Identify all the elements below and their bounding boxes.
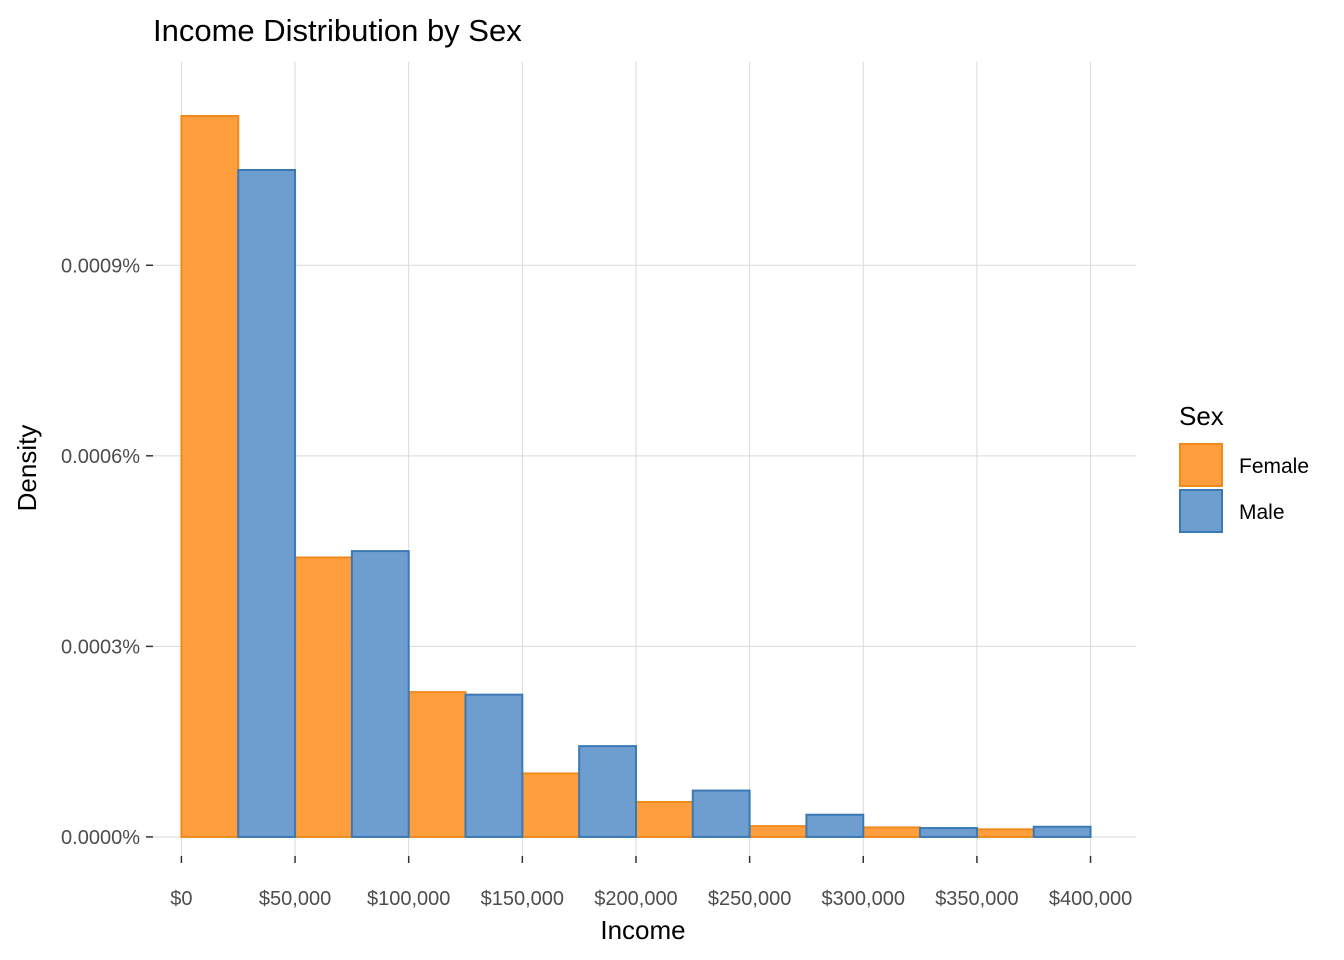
x-tick-label: $0 [170,888,192,910]
bar-male [350,550,410,838]
y-tick-label: 0.0000% [61,827,140,849]
x-tick-label: $150,000 [481,888,564,910]
bar-female [862,826,922,838]
axes: $0 $50,000 $100,000 $150,000 $200,000 $250,00… [61,255,1132,910]
bar-female [407,691,467,838]
bar-female [634,801,694,838]
bar-male [919,827,978,838]
x-tick-label: $200,000 [594,888,677,910]
bar-male [578,745,637,838]
bar-female [294,556,353,838]
legend: Sex Female Male [1179,401,1309,533]
y-axis-title: Density [12,425,42,512]
chart-title: Income Distribution by Sex [153,13,522,48]
legend-swatch-female [1179,443,1223,487]
bar-male [1032,825,1092,838]
legend-label-male: Male [1239,501,1285,524]
bar-male [805,813,865,838]
bar-female [180,114,240,838]
bar-female [521,772,581,838]
x-tick-label: $50,000 [259,888,331,910]
bar-male [464,693,524,838]
legend-swatch-male [1179,489,1223,533]
x-tick-label: $300,000 [822,888,905,910]
legend-label-female: Female [1239,455,1309,478]
x-tick-label: $100,000 [367,888,450,910]
y-tick-label: 0.0006% [61,446,140,468]
bar-male [691,789,751,838]
x-tick-label: $250,000 [708,888,791,910]
x-axis-title: Income [600,915,685,945]
bar-female [748,825,808,838]
y-tick-label: 0.0009% [61,255,140,277]
legend-title: Sex [1179,401,1224,431]
bar-male [237,168,297,838]
bar-female [975,828,1035,838]
x-tick-label: $350,000 [935,888,1018,910]
y-tick-label: 0.0003% [61,636,140,658]
bars [180,114,1092,838]
x-tick-label: $400,000 [1049,888,1132,910]
